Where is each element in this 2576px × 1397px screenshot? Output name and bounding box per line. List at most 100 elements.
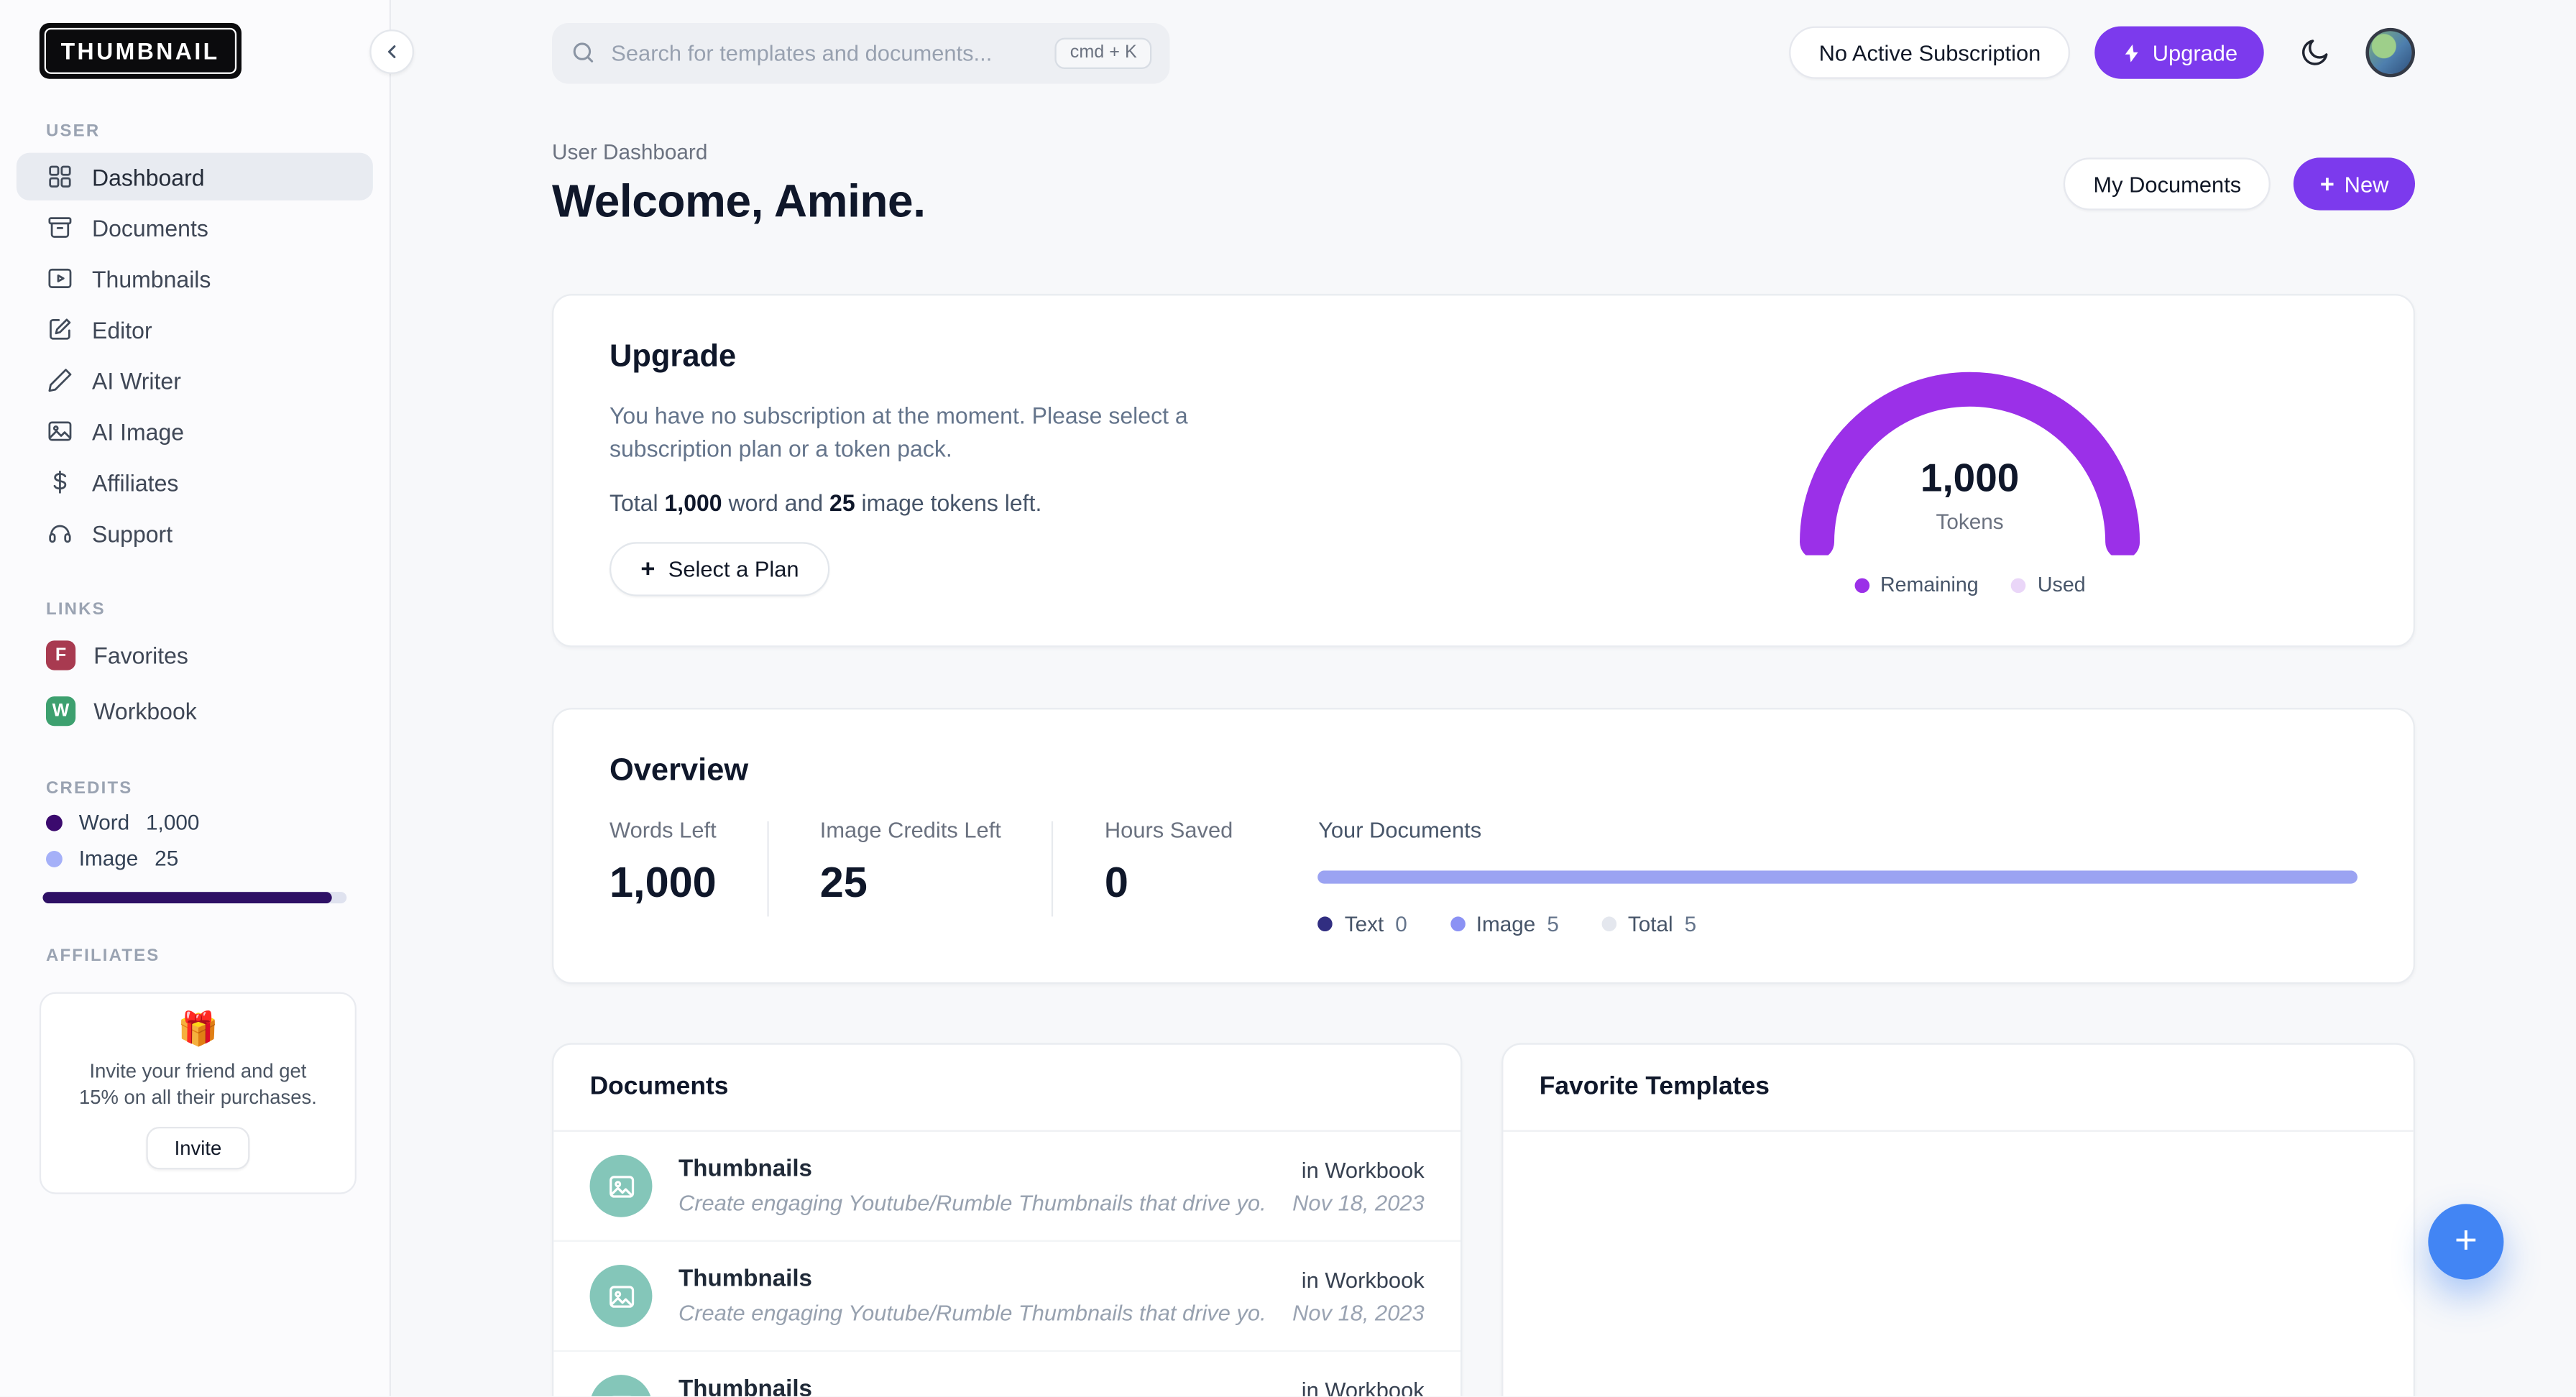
sidebar-link-favorites[interactable]: F Favorites xyxy=(17,631,373,681)
documents-bar xyxy=(1318,870,2358,884)
main-content: cmd + K No Active Subscription Upgrade U… xyxy=(391,0,2576,1396)
plus-icon: + xyxy=(2319,170,2334,198)
sidebar-item-documents[interactable]: Documents xyxy=(17,203,373,251)
legend-label: Image xyxy=(1476,911,1536,936)
brand-logo-text: THUMBNAIL xyxy=(44,27,236,74)
select-plan-button[interactable]: + Select a Plan xyxy=(610,542,831,597)
legend-used-label: Used xyxy=(2037,573,2086,596)
document-meta: in Workbook Nov 18, 2023 xyxy=(1292,1267,1425,1324)
dark-mode-toggle[interactable] xyxy=(2288,27,2341,79)
document-type-icon xyxy=(589,1375,653,1396)
stat-label: Words Left xyxy=(610,818,717,843)
stat-label: Hours Saved xyxy=(1104,818,1233,843)
legend-label: Text xyxy=(1344,911,1384,936)
gauge-arc xyxy=(1800,372,2140,555)
word-credit-value: 1,000 xyxy=(146,809,200,835)
image-tokens-value: 25 xyxy=(829,489,855,517)
topbar: cmd + K No Active Subscription Upgrade xyxy=(552,0,2416,105)
sidebar-item-support[interactable]: Support xyxy=(17,510,373,557)
tokens-gauge: 1,000 Tokens Remaining Used xyxy=(1795,372,2144,596)
invite-button[interactable]: Invite xyxy=(146,1127,250,1171)
stat-divider xyxy=(1052,821,1054,917)
legend-value: 5 xyxy=(1684,911,1697,936)
documents-bar-fill xyxy=(1318,870,2358,884)
search-bar[interactable]: cmd + K xyxy=(552,22,1170,83)
sidebar-item-label: Affiliates xyxy=(92,469,179,496)
sidebar-item-dashboard[interactable]: Dashboard xyxy=(16,152,373,200)
stat-label: Image Credits Left xyxy=(819,818,1001,843)
documents-legend: Text 0 Image 5 Total 5 xyxy=(1318,912,2358,936)
document-row[interactable]: Thumbnails Create engaging Youtube/Rumbl… xyxy=(553,1242,1460,1352)
document-type-icon xyxy=(589,1154,653,1217)
stat-value: 1,000 xyxy=(610,857,717,907)
gauge-legend: Remaining Used xyxy=(1795,573,2144,596)
subscription-status-badge: No Active Subscription xyxy=(1789,26,2071,79)
sidebar-item-label: Support xyxy=(92,520,173,547)
sidebar-item-label: Editor xyxy=(92,316,152,343)
sidebar-link-workbook[interactable]: W Workbook xyxy=(17,686,373,736)
your-documents-chart: Your Documents Text 0 Image 5 Total 5 xyxy=(1318,818,2358,936)
used-dot-icon xyxy=(2011,577,2026,593)
legend-total: Total 5 xyxy=(1601,912,1696,936)
page-header-actions: My Documents + New xyxy=(2064,157,2416,211)
image-dot-icon xyxy=(1450,916,1465,931)
archive-icon xyxy=(48,217,72,238)
thumbnail-frame-icon xyxy=(48,268,72,288)
overview-card: Overview Words Left 1,000 Image Credits … xyxy=(552,708,2416,985)
search-input[interactable] xyxy=(611,40,1041,65)
sidebar-section-links: LINKS xyxy=(46,599,106,619)
new-button-label: New xyxy=(2344,171,2389,197)
plus-icon: + xyxy=(640,555,656,584)
image-credit-value: 25 xyxy=(155,846,179,871)
document-type-icon xyxy=(589,1265,653,1327)
sidebar-section-user: USER xyxy=(46,121,101,142)
documents-card-title: Documents xyxy=(553,1045,1460,1132)
gift-icon: 🎁 xyxy=(177,1012,218,1048)
tokens-summary: Total 1,000 word and 25 image tokens lef… xyxy=(610,490,2358,517)
chart-title: Your Documents xyxy=(1318,818,1482,843)
total-dot-icon xyxy=(1601,916,1616,931)
document-row[interactable]: Thumbnails Create engaging Youtube/Rumbl… xyxy=(553,1352,1460,1396)
upgrade-button[interactable]: Upgrade xyxy=(2094,26,2264,79)
moon-icon xyxy=(2302,40,2328,65)
gauge-value: 1,000 xyxy=(1920,456,2020,502)
sidebar-item-ai-image[interactable]: AI Image xyxy=(17,407,373,455)
gauge-label: Tokens xyxy=(1936,509,2004,534)
sidebar-collapse-button[interactable] xyxy=(369,29,414,74)
credits-image-row: Image 25 xyxy=(46,846,344,870)
page-header-left: User Dashboard Welcome, Amine. xyxy=(552,139,926,228)
stat-image-credits-left: Image Credits Left 25 xyxy=(820,818,1001,936)
legend-remaining-label: Remaining xyxy=(1880,573,1979,596)
sidebar-item-label: AI Image xyxy=(92,418,185,445)
stat-value: 25 xyxy=(819,857,868,907)
document-subtitle: Create engaging Youtube/Rumble Thumbnail… xyxy=(678,1301,1266,1326)
credits-word-row: Word 1,000 xyxy=(46,810,344,834)
overview-body: Words Left 1,000 Image Credits Left 25 H… xyxy=(610,818,2358,936)
upgrade-card-title: Upgrade xyxy=(610,340,737,375)
affiliate-invite-text: Invite your friend and get 15% on all th… xyxy=(79,1059,317,1110)
favorites-badge-icon: F xyxy=(46,640,76,670)
sidebar-item-label: Documents xyxy=(92,214,208,241)
sidebar-item-label: Thumbnails xyxy=(92,265,211,292)
my-documents-button[interactable]: My Documents xyxy=(2064,157,2271,211)
user-avatar[interactable] xyxy=(2365,27,2416,78)
sidebar-item-thumbnails[interactable]: Thumbnails xyxy=(17,254,373,302)
legend-used: Used xyxy=(2011,573,2086,596)
sidebar-item-ai-writer[interactable]: AI Writer xyxy=(17,356,373,404)
new-button[interactable]: + New xyxy=(2294,157,2416,211)
document-info: Thumbnails Create engaging Youtube/Rumbl… xyxy=(678,1376,1266,1396)
image-credit-dot-icon xyxy=(46,849,63,867)
legend-text: Text 0 xyxy=(1318,912,1407,936)
sidebar-nav: Dashboard Documents Thumbnails Editor AI… xyxy=(0,152,390,557)
remaining-dot-icon xyxy=(1854,577,1869,593)
sidebar-section-affiliates: AFFILIATES xyxy=(46,946,160,966)
document-row[interactable]: Thumbnails Create engaging Youtube/Rumbl… xyxy=(553,1132,1460,1242)
bottom-cards-row: Documents Thumbnails Create engaging You… xyxy=(552,1043,2416,1396)
sidebar-item-editor[interactable]: Editor xyxy=(17,305,373,353)
edit-square-icon xyxy=(50,318,71,340)
word-credit-dot-icon xyxy=(46,813,63,831)
sidebar-section-credits: CREDITS xyxy=(46,778,133,798)
sidebar-item-affiliates[interactable]: Affiliates xyxy=(17,458,373,506)
brand-logo[interactable]: THUMBNAIL xyxy=(39,23,242,79)
fab-add-button[interactable]: + xyxy=(2428,1204,2504,1280)
